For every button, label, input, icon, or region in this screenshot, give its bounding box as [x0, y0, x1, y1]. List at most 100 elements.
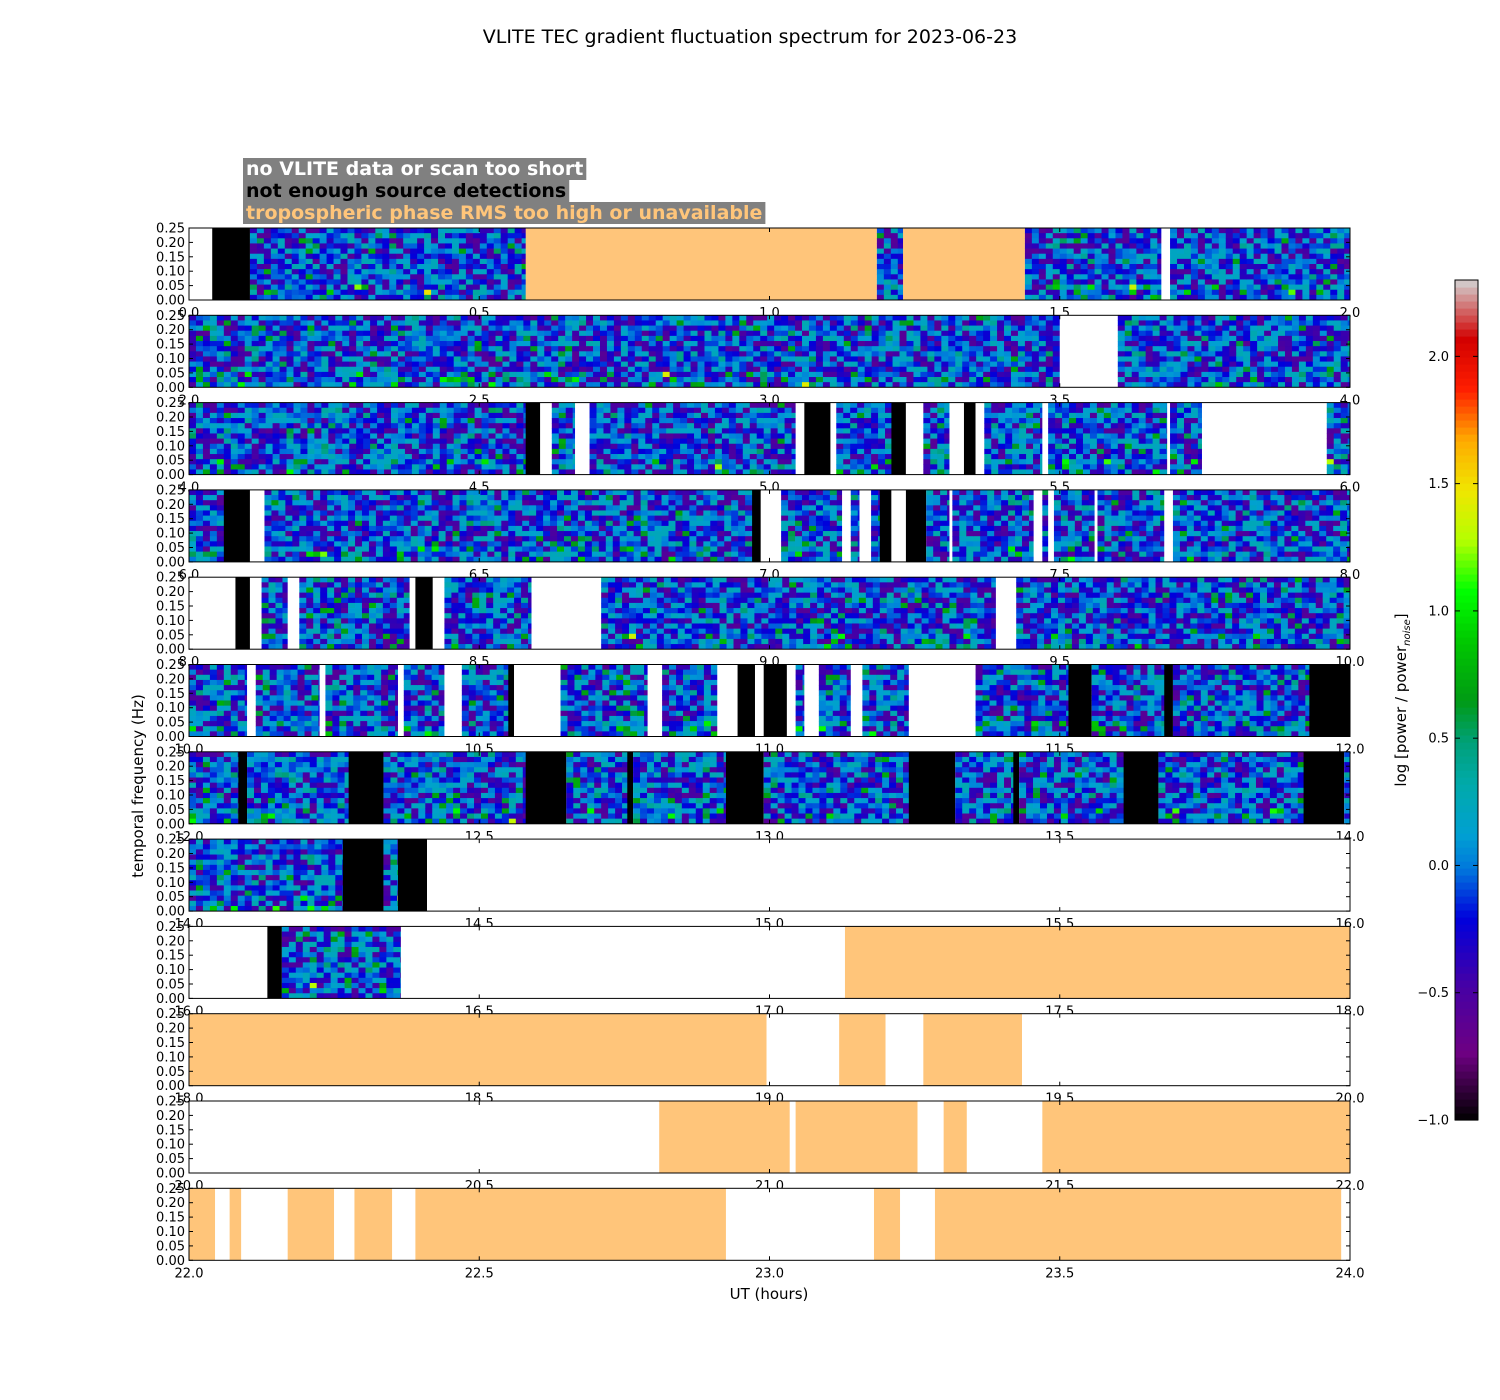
segment-black [267, 926, 282, 999]
x-tick-label: 24.0 [1336, 1266, 1365, 1281]
y-tick-label: 0.05 [156, 1152, 185, 1167]
panel-body [189, 489, 1350, 562]
colorbar: −1.0 −0.5 0.0 0.5 1.0 1.5 2.0 log [power / powe… [1392, 279, 1479, 1129]
segment-white [1022, 1013, 1350, 1086]
y-tick-label: 0.25 [156, 920, 185, 935]
y-tick-label: 0.15 [156, 949, 185, 964]
x-tick-label: 22.5 [465, 1266, 494, 1281]
y-tick-label: 0.25 [156, 1007, 185, 1022]
segment-white [949, 402, 964, 475]
colorbar-label: log [power / powernoise] [1392, 613, 1413, 786]
panel-4: 0.000.050.100.150.200.256.0 6.5 7.0 7.5 8.0 [156, 483, 1360, 583]
y-tick-label: 0.10 [156, 614, 185, 629]
y-tick-label: 0.00 [156, 1079, 185, 1094]
y-tick-label: 0.15 [156, 774, 185, 789]
segment-data [1042, 489, 1049, 562]
panel-12: 0.000.050.100.150.200.25 22.0 22.5 23.0 23.5… [156, 1182, 1364, 1282]
legend-box [243, 180, 570, 202]
segment-white [189, 228, 213, 300]
segment-data [818, 664, 852, 737]
y-tick-label: 0.15 [156, 512, 185, 527]
segment-white [514, 664, 561, 737]
segment-data [560, 664, 648, 737]
y-tick-label: 0.20 [156, 236, 185, 251]
segment-data [403, 664, 445, 737]
segment-white [241, 1188, 288, 1261]
segment-black [1303, 751, 1345, 824]
y-tick-label: 0.20 [156, 498, 185, 513]
panel-body [189, 1188, 1350, 1261]
segment-white [717, 664, 738, 737]
y-tick-label: 0.00 [156, 730, 185, 745]
segment-white [1201, 402, 1327, 475]
segment-data [1091, 664, 1165, 737]
segment-data [325, 664, 399, 737]
panels-layer: 0.000.050.100.150.200.250.0 0.5 1.0 1.5 2.00… [156, 222, 1364, 1282]
segment-orange [844, 926, 1350, 999]
y-tick-label: 0.05 [156, 279, 185, 294]
legend-entry-white: no VLITE data or scan too short [246, 158, 583, 180]
colorbar-tick-label: 1.5 [1428, 477, 1449, 492]
segment-white [859, 489, 872, 562]
panel-5: 0.000.050.100.150.200.258.0 8.5 9.0 9.5 10.0 [156, 571, 1364, 671]
segment-white [966, 1101, 1043, 1173]
segment-white [189, 926, 268, 999]
segment-white [766, 1013, 840, 1086]
segment-orange [934, 1188, 1342, 1261]
segment-data [781, 489, 843, 562]
segment-white [1161, 228, 1171, 300]
colorbar-frame [1454, 279, 1479, 1121]
y-tick-label: 0.00 [156, 468, 185, 483]
segment-black [627, 751, 634, 824]
segment-data [955, 751, 1014, 824]
y-tick-label: 0.10 [156, 963, 185, 978]
panel-body [189, 402, 1350, 475]
segment-data [589, 402, 797, 475]
segment-orange [659, 1101, 790, 1173]
y-tick-label: 0.10 [156, 352, 185, 367]
y-tick-label: 0.10 [156, 265, 185, 280]
segment-data [281, 926, 402, 999]
segment-orange [943, 1101, 967, 1173]
colorbar-tick-label: 0.0 [1428, 859, 1449, 874]
segment-data [984, 402, 1043, 475]
y-tick-label: 0.25 [156, 483, 185, 498]
segment-data [633, 751, 727, 824]
segment-black [342, 839, 384, 912]
panel-body [189, 839, 1350, 912]
segment-data [264, 489, 753, 562]
segment-black [1013, 751, 1020, 824]
chart-title: VLITE TEC gradient fluctuation spectrum … [483, 26, 1017, 48]
segment-white [247, 664, 256, 737]
segment-black [737, 664, 755, 737]
segment-white [917, 1101, 944, 1173]
segment-white [1042, 402, 1049, 475]
segment-black [223, 489, 250, 562]
colorbar-tick-label: −0.5 [1417, 986, 1449, 1001]
panel-body [189, 926, 1350, 999]
colorbar-tick-label: 1.0 [1428, 604, 1449, 619]
y-tick-label: 0.10 [156, 527, 185, 542]
segment-orange [873, 1188, 901, 1261]
segment-white [540, 402, 552, 475]
segment-black [348, 751, 384, 824]
segment-white [900, 1188, 935, 1261]
segment-black [235, 577, 250, 650]
segment-black [508, 664, 515, 737]
segment-black [1068, 664, 1092, 737]
segment-data [795, 664, 805, 737]
y-tick-label: 0.20 [156, 760, 185, 775]
y-tick-label: 0.25 [156, 745, 185, 760]
segment-white [392, 1188, 416, 1261]
segment-white [215, 1188, 230, 1261]
segment-white [1164, 489, 1173, 562]
y-tick-label: 0.10 [156, 1050, 185, 1065]
segment-white [905, 402, 924, 475]
segment-data [444, 577, 532, 650]
y-tick-label: 0.15 [156, 600, 185, 615]
segment-black [905, 489, 927, 562]
segment-data [923, 402, 950, 475]
y-tick-label: 0.25 [156, 1095, 185, 1110]
